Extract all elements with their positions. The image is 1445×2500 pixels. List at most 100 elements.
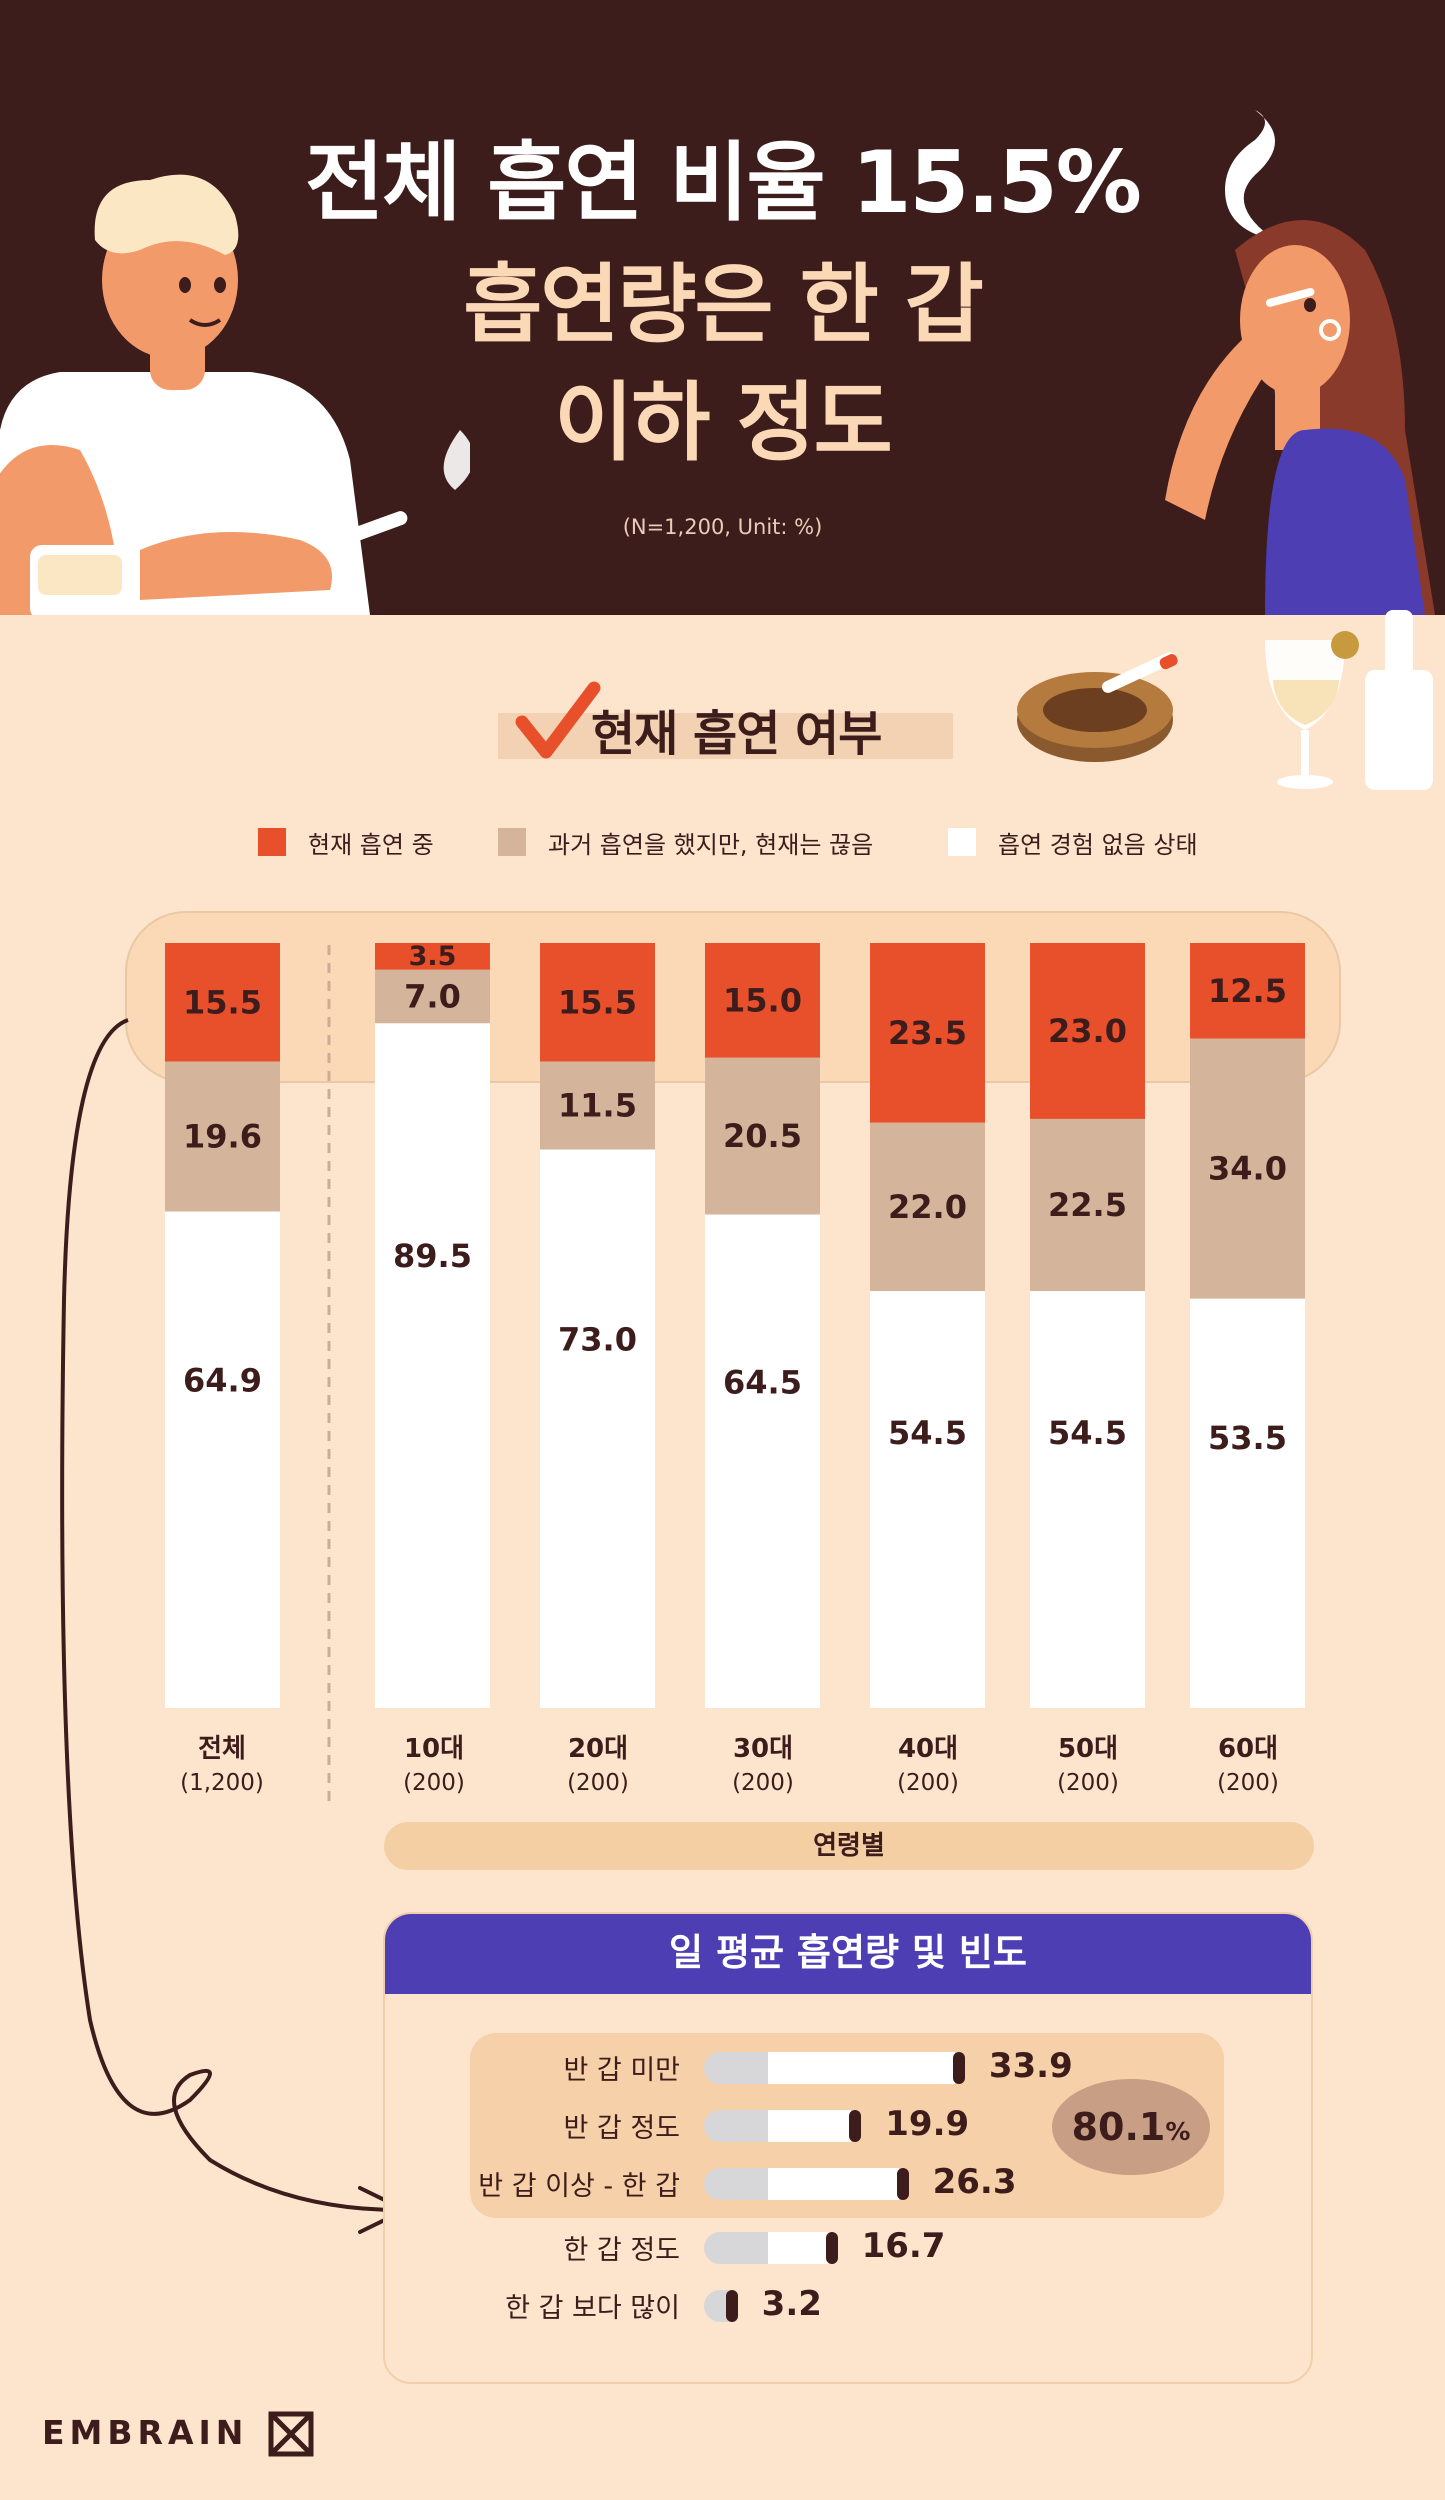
freq-label-half: 반 갑 정도: [563, 2113, 680, 2144]
age-group-label: 연령별: [813, 1831, 885, 1861]
daily-amount-panel-header: 일 평균 흡연량 및 빈도: [385, 1914, 1311, 1994]
title-line-1: 전체 흡연 비율 15.5%: [305, 133, 1142, 233]
value-label-60s-never-smoker: 53.5: [1208, 1419, 1287, 1457]
title-line-2: 흡연량은 한 갑: [463, 255, 984, 355]
bar-overall-former-smoker: [165, 1061, 280, 1212]
x-sublabel-30s: (200): [732, 1770, 794, 1796]
bar-20s-never-smoker: [540, 1149, 655, 1708]
value-label-40s-never-smoker: 54.5: [888, 1414, 967, 1452]
bar-30s-never-smoker: [705, 1214, 820, 1708]
freq-bar-tip-one-pack: [825, 2232, 838, 2264]
x-sublabel-40s: (200): [897, 1770, 959, 1796]
bar-50s-former-smoker: [1030, 1118, 1145, 1292]
freq-value-over-one: 3.2: [761, 2284, 822, 2324]
bar-60s-former-smoker: [1190, 1038, 1305, 1299]
value-label-30s-current-smoker: 15.0: [723, 981, 802, 1019]
x-sublabel-10s: (200): [403, 1770, 465, 1796]
freq-bar-half-to-one: [704, 2168, 909, 2200]
freq-bar-one-pack: [704, 2232, 838, 2264]
legend-swatch-quit: [498, 828, 526, 856]
highlight-total-value: 80.1: [1071, 2105, 1166, 2149]
legend-label-never: 흡연 경험 없음 상태: [998, 830, 1198, 859]
curved-arrow: [60, 1018, 401, 2212]
value-label-50s-current-smoker: 23.0: [1048, 1012, 1127, 1050]
section-label: 현재 흡연 여부: [498, 680, 953, 762]
x-label-20s: 20대: [567, 1734, 629, 1764]
value-label-10s-never-smoker: 89.5: [393, 1237, 472, 1275]
bar-20s-current-smoker: [540, 943, 655, 1062]
legend-item-never: 흡연 경험 없음 상태: [948, 822, 1198, 862]
freq-label-under-half: 반 갑 미만: [563, 2055, 680, 2086]
freq-bar-filter-one-pack: [704, 2232, 768, 2264]
freq-bar-body-under-half: [768, 2052, 955, 2084]
value-label-10s-former-smoker: 7.0: [404, 978, 461, 1016]
freq-bar-over-one: [704, 2290, 738, 2322]
highlight-total-badge: 80.1%: [1052, 2079, 1210, 2175]
legend-label-quit: 과거 흡연을 했지만, 현재는 끊음: [548, 830, 874, 859]
x-label-60s: 60대: [1217, 1734, 1279, 1764]
bar-30s-current-smoker: [705, 943, 820, 1058]
freq-bar-half: [704, 2110, 862, 2142]
value-label-60s-current-smoker: 12.5: [1208, 972, 1287, 1010]
legend-item-quit: 과거 흡연을 했지만, 현재는 끊음: [498, 822, 873, 862]
value-label-30s-former-smoker: 20.5: [723, 1117, 802, 1155]
value-label-20s-never-smoker: 73.0: [558, 1320, 637, 1358]
value-label-40s-current-smoker: 23.5: [888, 1014, 967, 1052]
freq-label-over-one: 한 갑 보다 많이: [505, 2293, 680, 2324]
freq-bar-tip-under-half: [952, 2052, 965, 2084]
x-label-40s: 40대: [897, 1734, 959, 1764]
value-label-50s-never-smoker: 54.5: [1048, 1414, 1127, 1452]
bar-overall-current-smoker: [165, 943, 280, 1062]
freq-value-under-half: 33.9: [988, 2046, 1073, 2086]
freq-bar-body-half: [768, 2110, 852, 2142]
value-label-overall-never-smoker: 64.9: [183, 1361, 262, 1399]
freq-label-one-pack: 한 갑 정도: [563, 2235, 680, 2266]
section-title: 현재 흡연 여부: [591, 706, 882, 762]
ashtray-icon: [1017, 652, 1178, 762]
value-label-40s-former-smoker: 22.0: [888, 1188, 967, 1226]
freq-bar-tip-half: [849, 2110, 862, 2142]
hero-banner: 전체 흡연 비율 15.5% 흡연량은 한 갑 이하 정도 (N=1,200, …: [0, 0, 1445, 615]
woman-smoking-illustration: [1165, 110, 1435, 615]
sample-note: (N=1,200, Unit: %): [622, 515, 823, 539]
bar-10s-never-smoker: [375, 1023, 490, 1708]
x-label-overall: 전체: [198, 1734, 246, 1764]
freq-bar-tip-over-one: [725, 2290, 738, 2322]
bar-10s-former-smoker: [375, 969, 490, 1024]
bar-60s-never-smoker: [1190, 1298, 1305, 1708]
value-label-60s-former-smoker: 34.0: [1208, 1150, 1287, 1188]
legend-item-current: 현재 흡연 중: [258, 822, 434, 862]
age-group-label-bar: 연령별: [384, 1822, 1314, 1870]
freq-bar-body-one-pack: [768, 2232, 828, 2264]
bar-50s-current-smoker: [1030, 943, 1145, 1119]
freq-bar-filter-half: [704, 2110, 768, 2142]
brand-logo-text: EMBRAIN: [42, 2413, 249, 2452]
freq-bar-filter-half-to-one: [704, 2168, 768, 2200]
bar-40s-current-smoker: [870, 943, 985, 1123]
value-label-20s-former-smoker: 11.5: [558, 1087, 637, 1125]
bar-30s-former-smoker: [705, 1057, 820, 1215]
value-label-30s-never-smoker: 64.5: [723, 1363, 802, 1401]
bar-overall-never-smoker: [165, 1211, 280, 1708]
bar-40s-never-smoker: [870, 1291, 985, 1708]
freq-bar-tip-half-to-one: [896, 2168, 909, 2200]
bar-50s-never-smoker: [1030, 1291, 1145, 1708]
brand-logo-icon: [268, 2411, 314, 2457]
bar-60s-current-smoker: [1190, 943, 1305, 1039]
freq-value-one-pack: 16.7: [861, 2226, 946, 2266]
x-sublabel-overall: (1,200): [180, 1770, 264, 1796]
x-label-30s: 30대: [732, 1734, 794, 1764]
value-label-overall-former-smoker: 19.6: [183, 1118, 262, 1156]
legend-label-current: 현재 흡연 중: [308, 830, 434, 859]
x-label-50s: 50대: [1057, 1734, 1119, 1764]
x-sublabel-50s: (200): [1057, 1770, 1119, 1796]
freq-bar-under-half: [704, 2052, 965, 2084]
freq-value-half-to-one: 26.3: [932, 2162, 1017, 2202]
x-sublabel-60s: (200): [1217, 1770, 1279, 1796]
freq-value-half: 19.9: [885, 2104, 970, 2144]
value-label-20s-current-smoker: 15.5: [558, 983, 637, 1021]
freq-label-half-to-one: 반 갑 이상 - 한 갑: [478, 2171, 680, 2202]
daily-amount-title: 일 평균 흡연량 및 빈도: [669, 1931, 1027, 1974]
